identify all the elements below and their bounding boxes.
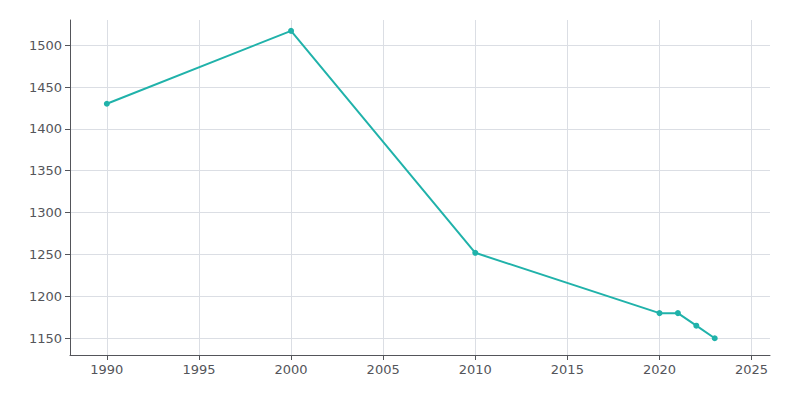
svg-text:1250: 1250 [29, 247, 62, 262]
svg-text:1300: 1300 [29, 205, 62, 220]
svg-text:2020: 2020 [643, 362, 676, 377]
svg-text:1150: 1150 [29, 331, 62, 346]
svg-text:2025: 2025 [735, 362, 768, 377]
svg-text:2005: 2005 [367, 362, 400, 377]
svg-text:1990: 1990 [90, 362, 123, 377]
svg-text:2015: 2015 [551, 362, 584, 377]
svg-text:1500: 1500 [29, 38, 62, 53]
svg-text:2000: 2000 [275, 362, 308, 377]
svg-text:1350: 1350 [29, 163, 62, 178]
svg-text:2010: 2010 [459, 362, 492, 377]
svg-text:1200: 1200 [29, 289, 62, 304]
svg-text:1995: 1995 [182, 362, 215, 377]
svg-text:1400: 1400 [29, 121, 62, 136]
svg-text:1450: 1450 [29, 80, 62, 95]
